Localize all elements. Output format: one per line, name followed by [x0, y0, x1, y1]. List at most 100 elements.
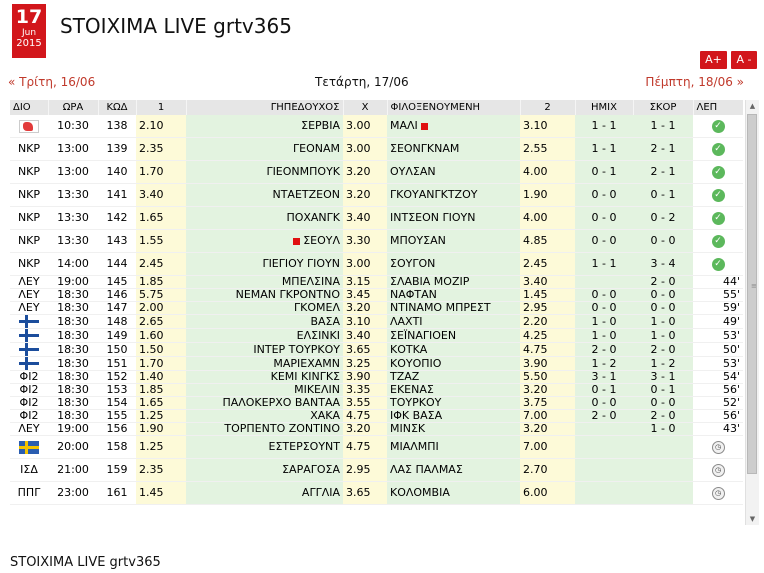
cell-odd1: 2.00: [136, 301, 186, 315]
red-card-icon: [292, 237, 300, 245]
col-odd1[interactable]: 1: [136, 100, 187, 115]
font-decrease-button[interactable]: A -: [731, 51, 757, 69]
code-text: 138: [106, 119, 128, 132]
table-row[interactable]: ΝΚΡ 13:30 141 3.40 ΝΤΑΕΤΖΕΟΝ 3.20 ΓΚΟΥΑΝΓΚΤΖΟΥ…: [10, 183, 743, 207]
half-text: 1 - 0: [591, 328, 617, 342]
score-text: 0 - 0: [650, 288, 676, 301]
minute-text: 49': [722, 314, 740, 328]
table-row[interactable]: ΝΚΡ 13:00 139 2.35 ΓΕΟΝΑΜ 3.00 ΣΕΟΝΓΚΝΑΜ 2.55 1 …: [10, 137, 743, 161]
table-row[interactable]: ΦΙ2 18:30 155 1.25 ΧΑΚΑ 4.75 ΙΦΚ ΒΑΣΑ 7.00 2 - 0…: [10, 409, 743, 423]
score-text: 2 - 1: [650, 165, 676, 178]
minute-text: 50': [722, 342, 740, 356]
oddx-text: 3.00: [346, 119, 371, 132]
oddx-text: 3.20: [346, 301, 371, 314]
font-increase-button[interactable]: A+: [700, 51, 727, 69]
table-row[interactable]: 20:00 158 1.25 ΕΣΤΕΡΣΟΥΝΤ 4.75 ΜΙΑΛΜΠΙ 7.00 ◷: [10, 435, 743, 459]
col-away[interactable]: ΦΙΛΟΞΕΝΟΥΜΕΝΗ: [387, 100, 521, 115]
table-row[interactable]: ΛΕΥ 19:00 156 1.90 ΤΟΡΠΕΝΤΟ ΖΟΝΤΙΝΟ 3.20 ΜΙΝΣΚ…: [10, 422, 743, 436]
score-text: 2 - 0: [650, 275, 676, 288]
col-odd2[interactable]: 2: [520, 100, 576, 115]
table-row[interactable]: 18:30 149 1.60 ΕΛΣΙΝΚΙ 3.40 ΣΕΪΝΑΓΙΟΕΝ 4.25 1 -…: [10, 328, 743, 343]
odd2-text: 4.00: [523, 211, 548, 224]
table-row[interactable]: ΦΙ2 18:30 153 1.85 ΜΙΚΕΛΙΝ 3.35 ΕΚΕΝΑΣ 3.20 0 - …: [10, 383, 743, 397]
table-row[interactable]: ΛΕΥ 19:00 145 1.85 ΜΠΕΛΣΙΝΑ 3.15 ΣΛΑΒΙΑ ΜΟΖΙΡ 3…: [10, 275, 743, 289]
table-row[interactable]: 18:30 148 2.65 ΒΑΣΑ 3.10 ΛΑΧΤΙ 2.20 1 - 0 1 - 0 4…: [10, 314, 743, 329]
col-oddx[interactable]: Χ: [343, 100, 388, 115]
cell-half: 0 - 1: [575, 383, 633, 397]
cell-score: 1 - 0: [633, 422, 693, 436]
cell-half: 1 - 2: [575, 356, 633, 371]
cell-minute: ✓: [693, 137, 743, 161]
col-minute[interactable]: ΛΕΠ: [693, 100, 743, 115]
table-row[interactable]: 18:30 150 1.50 ΙΝΤΕΡ ΤΟΥΡΚΟΥ 3.65 ΚΟΤΚΑ 4.75 2 …: [10, 342, 743, 357]
cell-code: 145: [98, 275, 136, 289]
cell-half: 1 - 1: [575, 137, 633, 161]
code-text: 155: [106, 409, 128, 422]
col-home[interactable]: ΓΗΠΕΔΟΥΧΟΣ: [186, 100, 344, 115]
scrollbar-thumb[interactable]: ≡: [747, 114, 757, 474]
cell-odd2: 2.20: [520, 314, 575, 329]
table-row[interactable]: ΙΣΔ 21:00 159 2.35 ΣΑΡΑΓΟΣΑ 2.95 ΛΑΣ ΠΑΛΜΑΣ 2.7…: [10, 458, 743, 482]
half-text: 1 - 1: [591, 119, 617, 132]
next-day-link[interactable]: Πέμπτη, 18/06 »: [645, 75, 744, 89]
clock-icon: ◷: [711, 463, 725, 477]
cell-away: ΜΑΛΙ: [387, 115, 520, 138]
cell-half: [575, 435, 633, 459]
table-header: ΔΙΟ ΩΡΑ ΚΩΔ 1 ΓΗΠΕΔΟΥΧΟΣ Χ ΦΙΛΟΞΕΝΟΥΜΕΝΗ…: [10, 100, 743, 115]
col-half[interactable]: ΗΜΙΧ: [575, 100, 634, 115]
table-row[interactable]: 18:30 151 1.70 ΜΑΡΙΕΧΑΜΝ 3.25 ΚΟΥΟΠΙΟ 3.90 1 - …: [10, 356, 743, 371]
cell-code: 151: [98, 356, 136, 371]
matches-table: ΔΙΟ ΩΡΑ ΚΩΔ 1 ΓΗΠΕΔΟΥΧΟΣ Χ ΦΙΛΟΞΕΝΟΥΜΕΝΗ…: [10, 100, 743, 505]
table-row[interactable]: ΦΙ2 18:30 152 1.40 ΚΕΜΙ ΚΙΝΓΚΣ 3.90 ΤΖΑΖ 5.50 3 …: [10, 370, 743, 384]
away-text: ΜΙΝΣΚ: [390, 422, 426, 435]
odd2-text: 4.25: [523, 328, 548, 342]
col-code[interactable]: ΚΩΔ: [98, 100, 137, 115]
cell-league: ΝΚΡ: [10, 137, 48, 161]
col-time[interactable]: ΩΡΑ: [48, 100, 99, 115]
score-text: 1 - 0: [650, 314, 676, 328]
check-icon: ✓: [711, 234, 725, 248]
clock-icon: ◷: [711, 486, 725, 500]
check-icon: ✓: [711, 142, 725, 156]
cell-odd2: 7.00: [520, 409, 575, 423]
table-row[interactable]: 10:30 138 2.10 ΣΕΡΒΙΑ 3.00 ΜΑΛΙ 3.10 1 - 1 1 - …: [10, 115, 743, 138]
cell-oddx: 3.00: [343, 252, 387, 276]
cell-odd1: 2.65: [136, 314, 186, 329]
home-text: ΜΙΚΕΛΙΝ: [294, 383, 340, 396]
cell-minute: 43': [693, 422, 743, 436]
table-row[interactable]: ΛΕΥ 18:30 147 2.00 ΓΚΟΜΕΛ 3.20 ΝΤΙΝΑΜΟ ΜΠΡΕΣΤ 2…: [10, 301, 743, 315]
away-text: ΣΕΟΝΓΚΝΑΜ: [390, 142, 460, 155]
table-row[interactable]: ΛΕΥ 18:30 146 5.75 ΝΕΜΑΝ ΓΚΡΟΝΤΝΟ 3.45 ΝΑΦΤΑΝ 1…: [10, 288, 743, 302]
score-text: 1 - 1: [650, 119, 676, 132]
cell-odd1: 1.65: [136, 396, 186, 410]
cell-league: ΛΕΥ: [10, 422, 48, 436]
vertical-scrollbar[interactable]: ▲ ≡ ▼: [745, 100, 759, 525]
cell-away: ΓΚΟΥΑΝΓΚΤΖΟΥ: [387, 183, 520, 207]
score-text: 2 - 0: [650, 342, 676, 356]
odd1-text: 2.35: [139, 142, 164, 155]
cell-score: 1 - 1: [633, 115, 693, 138]
table-row[interactable]: ΠΠΓ 23:00 161 1.45 ΑΓΓΛΙΑ 3.65 ΚΟΛΟΜΒΙΑ 6.00 ◷: [10, 481, 743, 505]
col-league[interactable]: ΔΙΟ: [10, 100, 49, 115]
scroll-up-arrow-icon[interactable]: ▲: [749, 102, 756, 110]
cell-score: 3 - 4: [633, 252, 693, 276]
table-row[interactable]: ΝΚΡ 13:00 140 1.70 ΓΙΕΟΝΜΠΟΥΚ 3.20 ΟΥΛΣΑΝ 4.00 0…: [10, 160, 743, 184]
scroll-down-arrow-icon[interactable]: ▼: [749, 515, 756, 523]
cell-oddx: 4.75: [343, 409, 387, 423]
league-text: ΝΚΡ: [17, 257, 41, 270]
home-text: ΚΕΜΙ ΚΙΝΓΚΣ: [270, 370, 340, 383]
code-text: 149: [106, 328, 128, 342]
cell-away: ΙΦΚ ΒΑΣΑ: [387, 409, 520, 423]
table-row[interactable]: ΝΚΡ 13:30 142 1.65 ΠΟΧΑΝΓΚ 3.40 ΙΝΤΣΕΟΝ ΓΙΟΥΝ 4…: [10, 206, 743, 230]
col-score[interactable]: ΣΚΟΡ: [633, 100, 694, 115]
odd2-text: 3.10: [523, 119, 548, 132]
odd1-text: 2.00: [139, 301, 164, 314]
table-row[interactable]: ΦΙ2 18:30 154 1.65 ΠΑΛΟΚΕΡΧΟ ΒΑΝΤΑΑ 3.55 ΤΟΥΡΚ…: [10, 396, 743, 410]
sweden-flag-icon: [19, 440, 39, 454]
cell-time: 18:30: [48, 370, 98, 384]
prev-day-link[interactable]: « Τρίτη, 16/06: [8, 75, 96, 89]
table-row[interactable]: ΝΚΡ 13:30 143 1.55 ΣΕΟΥΛ 3.30 ΜΠΟΥΣΑΝ 4.85 0 - …: [10, 229, 743, 253]
table-row[interactable]: ΝΚΡ 14:00 144 2.45 ΓΙΕΓΙΟΥ ΓΙΟΥΝ 3.00 ΣΟΥΓΟΝ 2.…: [10, 252, 743, 276]
odd2-text: 7.00: [523, 409, 548, 422]
away-text: ΣΕΪΝΑΓΙΟΕΝ: [390, 328, 457, 342]
